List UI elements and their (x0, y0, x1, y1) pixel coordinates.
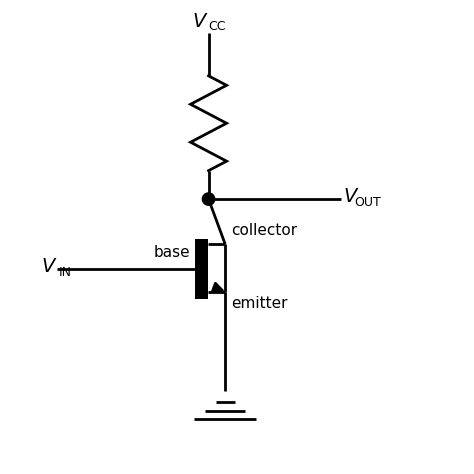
Text: IN: IN (58, 266, 71, 279)
Circle shape (202, 193, 215, 205)
Text: emitter: emitter (231, 296, 287, 311)
Bar (195, 239, 208, 299)
Text: collector: collector (231, 223, 297, 238)
Text: CC: CC (208, 20, 226, 33)
Text: V: V (41, 257, 55, 276)
Text: base: base (154, 245, 191, 260)
Text: V: V (193, 12, 206, 31)
Text: V: V (344, 187, 357, 206)
Text: OUT: OUT (355, 196, 381, 209)
